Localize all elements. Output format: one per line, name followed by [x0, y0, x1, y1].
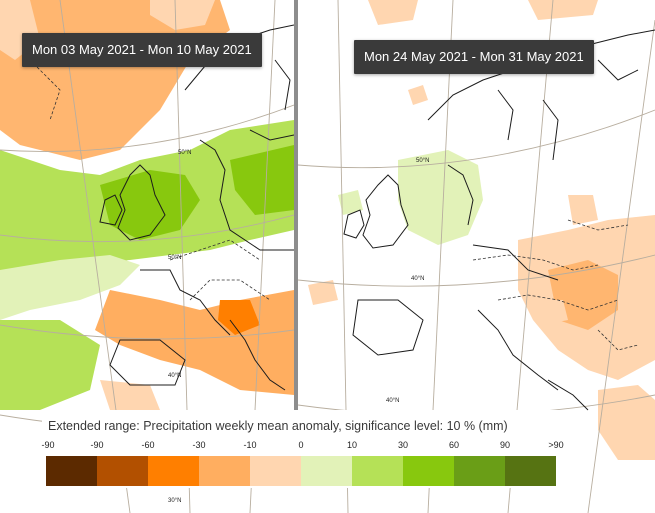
legend-swatch-6 — [352, 456, 403, 486]
legend-tick: 90 — [499, 440, 511, 450]
legend-tick: -90 — [90, 440, 104, 450]
legend-tick: -60 — [141, 440, 155, 450]
coastlines — [99, 24, 294, 391]
legend-swatch-8 — [454, 456, 505, 486]
legend-swatch-2 — [148, 456, 199, 486]
lat-label: 40°N — [386, 398, 400, 404]
country-borders — [29, 59, 271, 301]
legend-swatch-5 — [301, 456, 352, 486]
legend-colorbar — [46, 456, 556, 486]
legend-ticks: -90 -90 -60 -30 -10 0 10 30 60 90 >90 — [41, 440, 564, 454]
map-panel-week-1: 50°N 50°N 40°N 30°N — [0, 0, 294, 513]
legend-tick: 0 — [298, 440, 304, 450]
date-range-label-week-1: Mon 03 May 2021 - Mon 10 May 2021 — [22, 33, 262, 67]
legend-tick: 60 — [448, 440, 460, 450]
legend-swatch-7 — [403, 456, 454, 486]
legend-tick: >90 — [548, 440, 564, 450]
lat-label: 30°N — [168, 498, 182, 504]
slight-dry-area — [408, 85, 428, 105]
legend-swatch-3 — [199, 456, 250, 486]
slight-dry-area — [598, 385, 655, 460]
date-range-label-week-4: Mon 24 May 2021 - Mon 31 May 2021 — [354, 40, 594, 74]
lat-label: 50°N — [416, 158, 430, 164]
legend-tick: 30 — [397, 440, 409, 450]
legend-title: Extended range: Precipitation weekly mea… — [48, 419, 508, 433]
wet-anomaly-sw — [0, 320, 100, 410]
strong-dry-spot — [218, 300, 260, 335]
slight-wet-area — [0, 255, 140, 320]
legend-tick: -10 — [243, 440, 257, 450]
slight-dry-area — [528, 0, 598, 20]
slight-dry-area — [538, 300, 568, 325]
lat-label: 40°N — [168, 373, 182, 379]
lat-label: 50°N — [168, 255, 182, 261]
country-borders — [472, 219, 639, 351]
wet-anomaly-core — [230, 145, 294, 215]
legend-tick: 10 — [346, 440, 358, 450]
slight-dry-area — [150, 0, 215, 30]
legend: Extended range: Precipitation weekly mea… — [41, 410, 564, 488]
legend-tick: -90 — [41, 440, 55, 450]
legend-tick: -30 — [192, 440, 206, 450]
legend-swatch-4 — [250, 456, 301, 486]
lat-label: 50°N — [178, 150, 192, 156]
legend-swatch-0 — [46, 456, 97, 486]
legend-swatch-9 — [505, 456, 556, 486]
panel-divider — [294, 0, 298, 410]
slight-dry-area — [568, 195, 598, 225]
legend-swatch-1 — [97, 456, 148, 486]
slight-dry-area — [368, 0, 418, 25]
slight-dry-area — [308, 280, 338, 305]
wet-anomaly-core — [100, 170, 200, 240]
lat-label: 40°N — [411, 276, 425, 282]
map-week-1 — [0, 0, 294, 513]
slight-wet-area — [338, 190, 363, 215]
